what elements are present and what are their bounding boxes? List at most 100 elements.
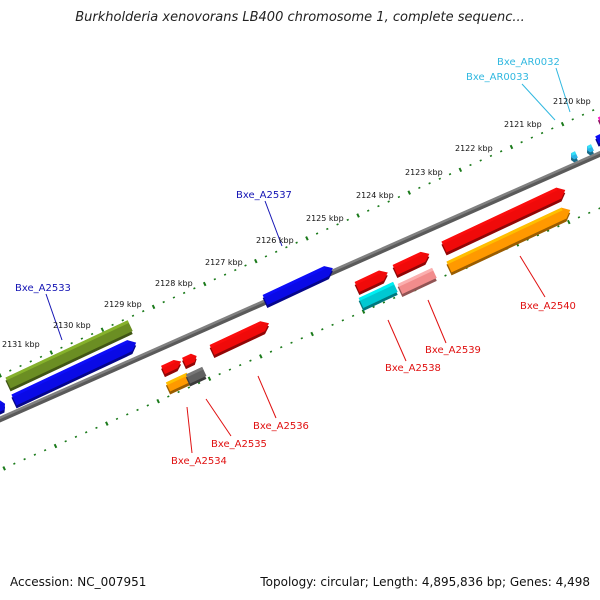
gene-label-bxe-a2533[interactable]: Bxe_A2533	[15, 283, 71, 294]
tick-mark	[397, 195, 401, 199]
gene-red-tiny-2[interactable]	[182, 353, 197, 370]
map-title: Burkholderia xenovorans LB400 chromosome…	[75, 10, 525, 25]
gene-ar0033-highlight	[587, 144, 593, 149]
gene-label-bxe-a2537[interactable]: Bxe_A2537	[236, 190, 292, 201]
gene-a2534[interactable]	[165, 372, 191, 395]
gene-a2537-highlight	[262, 266, 326, 298]
tick-mark	[444, 274, 447, 277]
gene-a2533[interactable]	[11, 340, 137, 409]
leader-a2535	[205, 398, 232, 437]
gene-label-bxe-a2538[interactable]: Bxe_A2538	[385, 363, 441, 374]
gene-a2538[interactable]	[358, 281, 398, 311]
gene-a2533-olive[interactable]	[5, 320, 133, 392]
tick-mark	[136, 408, 139, 412]
tick-mark	[581, 113, 585, 116]
gene-a2537-body	[262, 266, 333, 305]
tick-mark	[336, 223, 339, 226]
tick-mark	[197, 381, 201, 385]
leader-a2534	[186, 406, 193, 454]
tick-mark	[23, 458, 26, 461]
tick-mark	[84, 431, 88, 434]
gene-red-tiny[interactable]	[161, 359, 182, 378]
tick-label-2131: 2131 kbp	[2, 340, 40, 349]
gene-red-small-2-body	[392, 251, 430, 275]
tick-mark	[223, 273, 227, 276]
tick-mark	[105, 421, 109, 426]
tick-mark	[392, 296, 396, 300]
tick-label-2129: 2129 kbp	[104, 300, 142, 309]
gene-a2533-highlight	[11, 340, 129, 398]
leader-a2537	[264, 200, 283, 247]
tick-mark	[146, 404, 150, 407]
gene-red-tiny-2-highlight	[182, 353, 193, 361]
tick-mark	[126, 413, 129, 416]
tick-mark	[509, 144, 514, 150]
gene-label-bxe-a2540[interactable]: Bxe_A2540	[520, 301, 576, 312]
tick-mark	[377, 204, 380, 208]
tick-mark	[567, 219, 571, 225]
tick-mark	[279, 346, 283, 349]
gene-a2536[interactable]	[209, 321, 270, 358]
gene-blue-edge[interactable]	[595, 133, 600, 147]
tick-mark	[70, 342, 73, 345]
gene-red-small[interactable]	[354, 270, 388, 295]
tick-mark	[95, 426, 98, 429]
gene-label-bxe-ar0033[interactable]: Bxe_AR0033	[466, 72, 529, 83]
gene-ar0032-highlight	[571, 151, 577, 156]
tick-label-2126: 2126 kbp	[256, 236, 294, 245]
tick-mark	[207, 376, 212, 382]
tick-mark	[64, 440, 67, 443]
gene-label-bxe-ar0032[interactable]: Bxe_AR0032	[497, 57, 560, 68]
tick-mark	[295, 241, 298, 244]
gene-a2540[interactable]	[446, 207, 571, 276]
gene-features[interactable]	[0, 112, 600, 416]
tick-mark	[591, 109, 595, 112]
tick-mark	[285, 246, 288, 249]
gene-magenta[interactable]	[597, 112, 600, 130]
gene-a2536-highlight	[209, 321, 262, 348]
gene-red-small-highlight	[354, 270, 381, 285]
tick-mark	[530, 136, 534, 139]
gene-ar0033[interactable]	[587, 144, 594, 156]
tick-mark	[346, 218, 350, 221]
tick-label-2124: 2124 kbp	[356, 191, 394, 200]
gene-a2533-body	[11, 340, 137, 406]
tick-label-2127: 2127 kbp	[205, 258, 243, 267]
tick-mark	[39, 355, 43, 359]
gene-label-bxe-a2536[interactable]: Bxe_A2536	[253, 421, 309, 432]
gene-a2537[interactable]	[262, 266, 333, 308]
gene-a2535[interactable]	[185, 366, 207, 387]
tick-mark	[361, 309, 366, 314]
gene-a2538-body	[358, 281, 398, 308]
tick-mark	[489, 154, 493, 158]
gene-blue-edge-highlight	[595, 134, 600, 140]
gene-ar0032[interactable]	[571, 151, 578, 163]
tick-mark	[60, 346, 63, 349]
tick-mark	[315, 232, 319, 235]
tick-mark	[382, 301, 386, 304]
tick-mark	[259, 354, 263, 359]
leader-ar0032	[555, 67, 571, 113]
gene-label-bxe-a2539[interactable]: Bxe_A2539	[425, 345, 481, 356]
tick-mark	[162, 300, 165, 304]
gene-label-bxe-a2534[interactable]: Bxe_A2534	[171, 456, 227, 467]
tick-mark	[372, 305, 375, 309]
tick-mark	[290, 341, 293, 344]
tick-mark	[33, 453, 37, 456]
gene-a2540-red[interactable]	[441, 187, 566, 256]
gene-a2539[interactable]	[397, 267, 437, 297]
tick-label-2121: 2121 kbp	[504, 120, 542, 129]
gene-a2533-olive-highlight	[5, 320, 129, 381]
tick-mark	[234, 268, 237, 272]
gene-a2536-body	[209, 321, 270, 355]
tick-mark	[100, 327, 105, 332]
gene-left-edge[interactable]	[0, 400, 6, 416]
tick-mark	[479, 159, 482, 162]
gene-label-bxe-a2535[interactable]: Bxe_A2535	[211, 439, 267, 450]
gene-red-small-2[interactable]	[392, 251, 430, 278]
gene-a2538-highlight	[358, 281, 395, 301]
tick-mark	[551, 127, 554, 130]
tick-mark	[269, 350, 273, 353]
leader-a2538	[387, 319, 407, 362]
